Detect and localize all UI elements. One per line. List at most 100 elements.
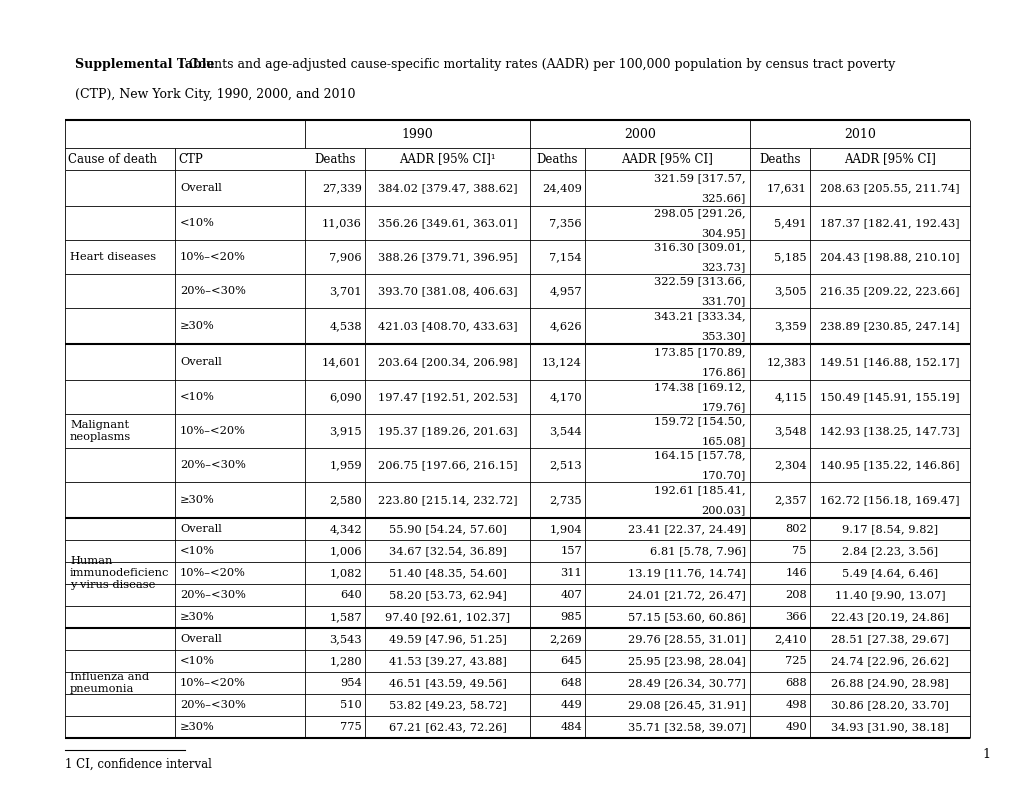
- Text: <10%: <10%: [179, 656, 215, 666]
- Text: 208: 208: [785, 590, 806, 600]
- Text: 34.67 [32.54, 36.89]: 34.67 [32.54, 36.89]: [388, 546, 506, 556]
- Text: 204.43 [198.88, 210.10]: 204.43 [198.88, 210.10]: [819, 252, 959, 262]
- Text: 165.08]: 165.08]: [701, 436, 745, 446]
- Text: 3,701: 3,701: [329, 286, 362, 296]
- Text: 3,544: 3,544: [549, 426, 582, 436]
- Text: 985: 985: [559, 612, 582, 622]
- Text: 2,357: 2,357: [773, 495, 806, 505]
- Text: 28.49 [26.34, 30.77]: 28.49 [26.34, 30.77]: [628, 678, 745, 688]
- Text: 1,959: 1,959: [329, 460, 362, 470]
- Text: 7,356: 7,356: [549, 218, 582, 228]
- Text: 176.86]: 176.86]: [701, 367, 745, 377]
- Text: 46.51 [43.59, 49.56]: 46.51 [43.59, 49.56]: [388, 678, 506, 688]
- Text: 6,090: 6,090: [329, 392, 362, 402]
- Text: 6.81 [5.78, 7.96]: 6.81 [5.78, 7.96]: [649, 546, 745, 556]
- Text: 343.21 [333.34,: 343.21 [333.34,: [654, 311, 745, 321]
- Text: 162.72 [156.18, 169.47]: 162.72 [156.18, 169.47]: [819, 495, 959, 505]
- Text: 24.74 [22.96, 26.62]: 24.74 [22.96, 26.62]: [830, 656, 948, 666]
- Text: 34.93 [31.90, 38.18]: 34.93 [31.90, 38.18]: [830, 722, 948, 732]
- Text: 1: 1: [981, 749, 989, 761]
- Text: 298.05 [291.26,: 298.05 [291.26,: [654, 208, 745, 218]
- Text: 140.95 [135.22, 146.86]: 140.95 [135.22, 146.86]: [819, 460, 959, 470]
- Text: AADR [95% CI]: AADR [95% CI]: [844, 153, 935, 165]
- Text: 216.35 [209.22, 223.66]: 216.35 [209.22, 223.66]: [819, 286, 959, 296]
- Text: 20%–<30%: 20%–<30%: [179, 700, 246, 710]
- Text: <10%: <10%: [179, 218, 215, 228]
- Text: 5.49 [4.64, 6.46]: 5.49 [4.64, 6.46]: [841, 568, 937, 578]
- Text: 3,505: 3,505: [773, 286, 806, 296]
- Text: 197.47 [192.51, 202.53]: 197.47 [192.51, 202.53]: [377, 392, 517, 402]
- Text: 2,410: 2,410: [773, 634, 806, 644]
- Text: 2,513: 2,513: [549, 460, 582, 470]
- Text: 645: 645: [559, 656, 582, 666]
- Text: 323.73]: 323.73]: [701, 262, 745, 272]
- Text: 725: 725: [785, 656, 806, 666]
- Text: 498: 498: [785, 700, 806, 710]
- Text: 775: 775: [340, 722, 362, 732]
- Text: Cause of death: Cause of death: [68, 153, 157, 165]
- Text: 356.26 [349.61, 363.01]: 356.26 [349.61, 363.01]: [377, 218, 517, 228]
- Text: 13,124: 13,124: [541, 357, 582, 367]
- Text: 9.17 [8.54, 9.82]: 9.17 [8.54, 9.82]: [841, 524, 937, 534]
- Text: 449: 449: [559, 700, 582, 710]
- Text: ≥30%: ≥30%: [179, 495, 215, 505]
- Text: 484: 484: [559, 722, 582, 732]
- Text: 2.84 [2.23, 3.56]: 2.84 [2.23, 3.56]: [841, 546, 937, 556]
- Text: 640: 640: [340, 590, 362, 600]
- Text: 3,548: 3,548: [773, 426, 806, 436]
- Text: 146: 146: [785, 568, 806, 578]
- Text: 10%–<20%: 10%–<20%: [179, 678, 246, 688]
- Text: 490: 490: [785, 722, 806, 732]
- Text: ≥30%: ≥30%: [179, 722, 215, 732]
- Text: 4,957: 4,957: [549, 286, 582, 296]
- Text: 2,735: 2,735: [549, 495, 582, 505]
- Text: 159.72 [154.50,: 159.72 [154.50,: [654, 416, 745, 426]
- Text: 150.49 [145.91, 155.19]: 150.49 [145.91, 155.19]: [819, 392, 959, 402]
- Text: 1,904: 1,904: [549, 524, 582, 534]
- Text: 510: 510: [340, 700, 362, 710]
- Text: 311: 311: [559, 568, 582, 578]
- Text: Malignant
neoplasms: Malignant neoplasms: [70, 420, 131, 442]
- Text: 187.37 [182.41, 192.43]: 187.37 [182.41, 192.43]: [819, 218, 959, 228]
- Text: Counts and age-adjusted cause-specific mortality rates (AADR) per 100,000 popula: Counts and age-adjusted cause-specific m…: [184, 58, 895, 71]
- Text: 57.15 [53.60, 60.86]: 57.15 [53.60, 60.86]: [628, 612, 745, 622]
- Text: 203.64 [200.34, 206.98]: 203.64 [200.34, 206.98]: [377, 357, 517, 367]
- Text: 384.02 [379.47, 388.62]: 384.02 [379.47, 388.62]: [377, 183, 517, 193]
- Text: 407: 407: [559, 590, 582, 600]
- Text: AADR [95% CI]¹: AADR [95% CI]¹: [398, 153, 495, 165]
- Text: Human
immunodeficienc
y virus disease: Human immunodeficienc y virus disease: [70, 556, 169, 589]
- Text: CTP: CTP: [178, 153, 203, 165]
- Text: 35.71 [32.58, 39.07]: 35.71 [32.58, 39.07]: [628, 722, 745, 732]
- Text: 67.21 [62.43, 72.26]: 67.21 [62.43, 72.26]: [388, 722, 506, 732]
- Text: 25.95 [23.98, 28.04]: 25.95 [23.98, 28.04]: [628, 656, 745, 666]
- Text: Overall: Overall: [179, 183, 221, 193]
- Text: 223.80 [215.14, 232.72]: 223.80 [215.14, 232.72]: [377, 495, 517, 505]
- Text: 12,383: 12,383: [766, 357, 806, 367]
- Text: 75: 75: [792, 546, 806, 556]
- Text: Overall: Overall: [179, 357, 221, 367]
- Text: 4,626: 4,626: [549, 321, 582, 331]
- Text: Deaths: Deaths: [536, 153, 578, 165]
- Text: 1,082: 1,082: [329, 568, 362, 578]
- Text: 179.76]: 179.76]: [701, 402, 745, 412]
- Text: 238.89 [230.85, 247.14]: 238.89 [230.85, 247.14]: [819, 321, 959, 331]
- Text: 30.86 [28.20, 33.70]: 30.86 [28.20, 33.70]: [830, 700, 948, 710]
- Text: 366: 366: [785, 612, 806, 622]
- Text: 10%–<20%: 10%–<20%: [179, 252, 246, 262]
- Text: 4,342: 4,342: [329, 524, 362, 534]
- Text: 206.75 [197.66, 216.15]: 206.75 [197.66, 216.15]: [377, 460, 517, 470]
- Text: 164.15 [157.78,: 164.15 [157.78,: [654, 450, 745, 460]
- Text: 23.41 [22.37, 24.49]: 23.41 [22.37, 24.49]: [628, 524, 745, 534]
- Text: 97.40 [92.61, 102.37]: 97.40 [92.61, 102.37]: [384, 612, 510, 622]
- Text: 41.53 [39.27, 43.88]: 41.53 [39.27, 43.88]: [388, 656, 506, 666]
- Text: 208.63 [205.55, 211.74]: 208.63 [205.55, 211.74]: [819, 183, 959, 193]
- Text: Overall: Overall: [179, 634, 221, 644]
- Text: 3,543: 3,543: [329, 634, 362, 644]
- Text: 304.95]: 304.95]: [701, 228, 745, 238]
- Text: Deaths: Deaths: [758, 153, 800, 165]
- Text: ≥30%: ≥30%: [179, 612, 215, 622]
- Text: Overall: Overall: [179, 524, 221, 534]
- Text: 5,491: 5,491: [773, 218, 806, 228]
- Text: 20%–<30%: 20%–<30%: [179, 590, 246, 600]
- Text: 26.88 [24.90, 28.98]: 26.88 [24.90, 28.98]: [830, 678, 948, 688]
